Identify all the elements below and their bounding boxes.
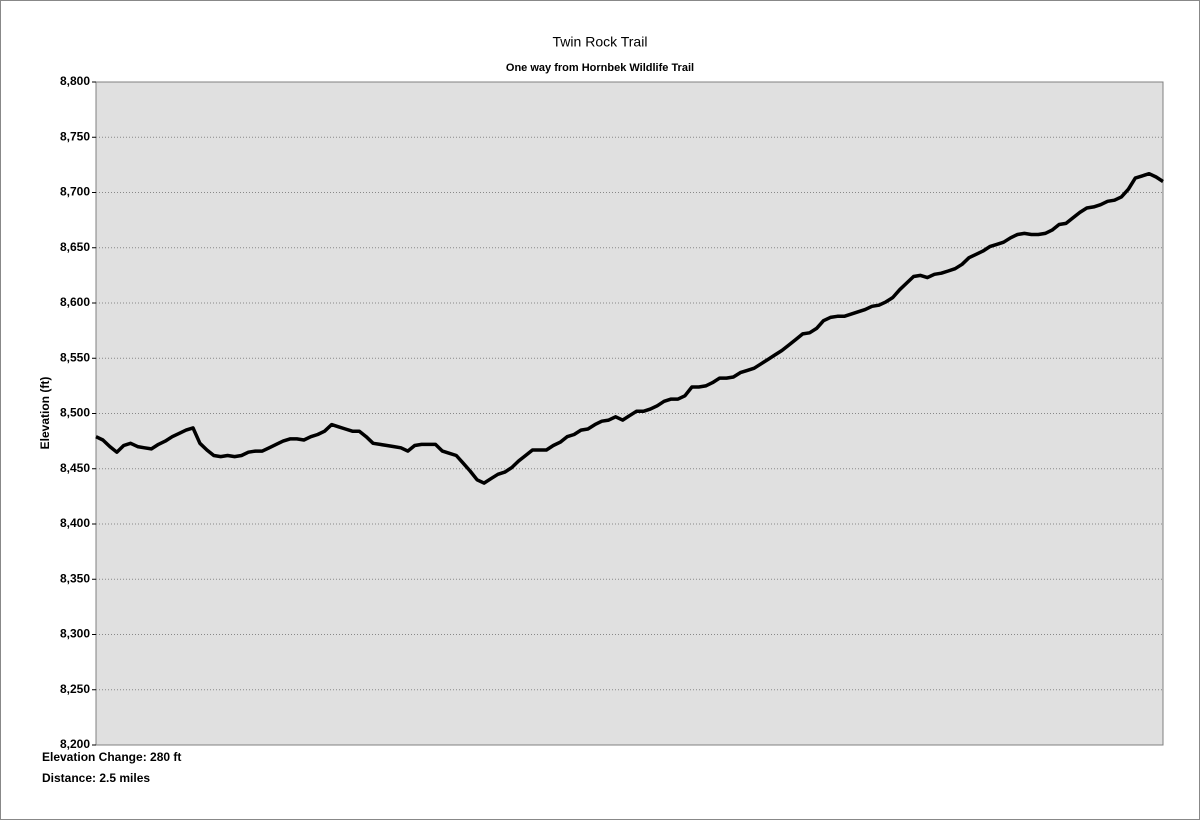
y-tick-label: 8,450 bbox=[60, 461, 90, 475]
y-tick-label: 8,550 bbox=[60, 350, 90, 364]
y-tick-label: 8,800 bbox=[60, 74, 90, 88]
y-tick-label: 8,500 bbox=[60, 406, 90, 420]
chart-title: Twin Rock Trail bbox=[553, 34, 648, 50]
annotation: Distance: 2.5 miles bbox=[42, 771, 150, 785]
chart-subtitle: One way from Hornbek Wildlife Trail bbox=[506, 62, 694, 74]
y-tick-label: 8,650 bbox=[60, 240, 90, 254]
y-tick-label: 8,750 bbox=[60, 129, 90, 143]
y-tick-label: 8,700 bbox=[60, 185, 90, 199]
elevation-line bbox=[95, 171, 1164, 485]
y-tick-label: 8,600 bbox=[60, 295, 90, 309]
y-tick-label: 8,350 bbox=[60, 571, 90, 585]
y-tick-label: 8,250 bbox=[60, 682, 90, 696]
y-tick-label: 8,400 bbox=[60, 516, 90, 530]
y-axis-label: Elevation (ft) bbox=[38, 377, 52, 450]
y-tick-label: 8,200 bbox=[60, 737, 90, 751]
y-tick-label: 8,300 bbox=[60, 627, 90, 641]
annotation: Elevation Change: 280 ft bbox=[42, 750, 181, 764]
